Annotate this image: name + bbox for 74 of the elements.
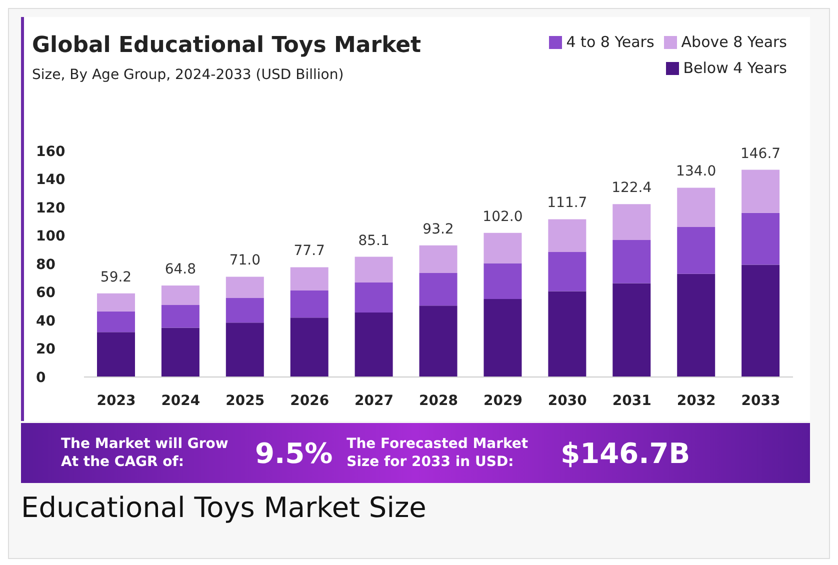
bar <box>354 282 393 312</box>
x-tick-label: 2025 <box>226 392 265 409</box>
bar <box>354 312 393 377</box>
chart-subtitle: Size, By Age Group, 2024-2033 (USD Billion) <box>32 67 344 83</box>
bar <box>612 283 651 377</box>
total-label: 64.8 <box>164 261 196 278</box>
bar <box>354 256 393 283</box>
total-label: 146.7 <box>740 146 781 162</box>
text: The Market will Grow At the CAGR of: <box>61 435 230 471</box>
bar <box>226 276 264 298</box>
total-label: 77.7 <box>294 243 325 260</box>
total-label: 59.2 <box>100 269 132 286</box>
x-tick-label: 2031 <box>612 392 652 409</box>
bar <box>742 170 780 213</box>
bar <box>419 273 458 306</box>
x-tick-label: 2027 <box>354 392 394 409</box>
text: Educational Toys Market Size <box>21 491 426 524</box>
bar <box>161 304 200 328</box>
y-tick-label: 20 <box>36 342 56 358</box>
x-tick-label: 2024 <box>161 392 200 409</box>
text: $146.7B <box>560 436 690 470</box>
chart-title: Global Educational Toys Market <box>32 33 422 58</box>
bar <box>290 318 328 377</box>
y-tick-label: 80 <box>36 256 56 273</box>
x-tick-label: 2030 <box>548 392 588 409</box>
y-tick-label: 60 <box>36 285 56 302</box>
x-tick-label: 2033 <box>741 392 780 409</box>
total-label: 93.2 <box>422 221 454 238</box>
y-tick-label: 160 <box>36 144 66 160</box>
bar <box>612 204 651 240</box>
bar <box>742 264 780 377</box>
bar <box>742 212 780 265</box>
bar <box>161 328 200 377</box>
legend-label: Below 4 Years <box>683 59 787 77</box>
total-label: 85.1 <box>358 232 390 249</box>
bar <box>484 299 522 377</box>
y-tick-label: 140 <box>36 172 66 188</box>
bar <box>290 267 328 291</box>
y-tick-label: 0 <box>36 370 46 386</box>
bar <box>161 285 200 305</box>
y-tick-label: 40 <box>36 313 56 330</box>
bar <box>226 322 264 377</box>
legend-label: 4 to 8 Years <box>566 33 654 51</box>
bar <box>419 306 458 377</box>
bar <box>484 232 522 264</box>
bar <box>677 188 716 227</box>
total-label: 102.0 <box>482 208 523 225</box>
bar <box>677 226 716 274</box>
y-tick-label: 120 <box>36 200 66 216</box>
bar <box>677 274 716 377</box>
bar <box>548 291 586 377</box>
y-tick-label: 100 <box>36 228 66 245</box>
bar <box>612 240 651 284</box>
x-tick-label: 2026 <box>290 392 330 409</box>
bar <box>419 245 458 274</box>
bar <box>97 332 135 377</box>
x-tick-label: 2032 <box>676 392 716 409</box>
x-tick-label: 2023 <box>96 392 136 409</box>
total-label: 134.0 <box>676 164 716 180</box>
legend-label: Above 8 Years <box>681 33 787 51</box>
text: The Forecasted Market Size for 2033 in USD: <box>346 435 530 471</box>
bar <box>548 252 586 292</box>
total-label: 71.0 <box>229 252 260 269</box>
x-tick-label: 2028 <box>419 392 458 409</box>
bar <box>226 298 264 323</box>
bar <box>548 219 586 252</box>
total-label: 122.4 <box>612 180 652 196</box>
bar <box>290 290 328 318</box>
total-label: 111.7 <box>547 195 588 212</box>
text: 9.5% <box>255 436 333 470</box>
bar <box>97 311 135 332</box>
x-tick-label: 2029 <box>483 392 522 409</box>
bar <box>97 293 135 312</box>
bar <box>484 263 522 300</box>
